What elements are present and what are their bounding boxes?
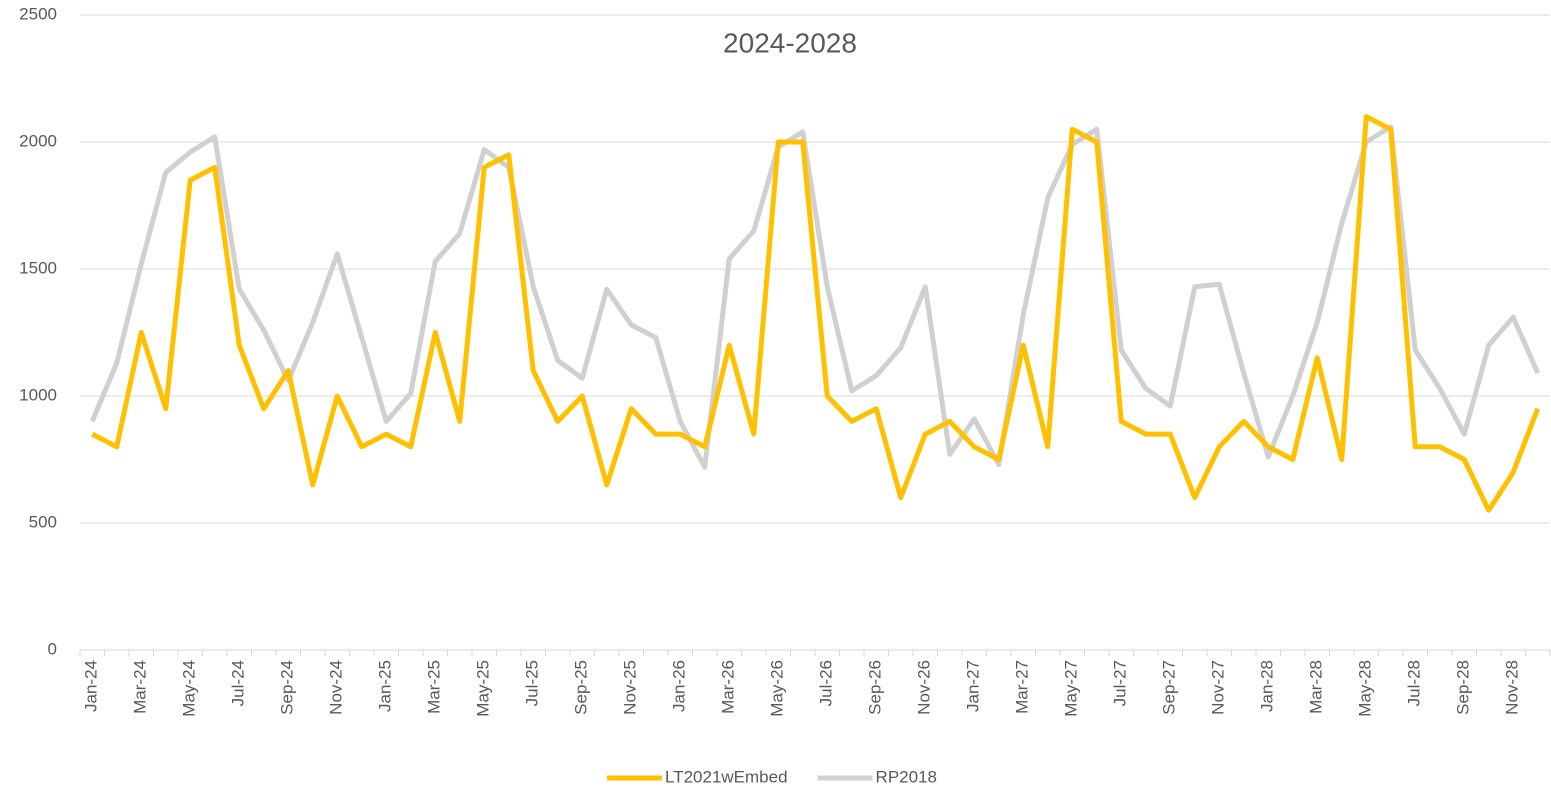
y-tick-label: 2500	[19, 4, 57, 23]
x-tick-label: May-25	[474, 660, 493, 717]
x-tick-label: Jul-27	[1111, 660, 1130, 706]
x-tick-label: Jan-26	[670, 660, 689, 712]
x-tick-label: Mar-26	[719, 660, 738, 714]
x-tick-label: Sep-27	[1160, 660, 1179, 715]
y-tick-label: 1500	[19, 258, 57, 277]
x-tick-label: Sep-26	[866, 660, 885, 715]
x-tick-label: Mar-27	[1013, 660, 1032, 714]
x-tick-label: Nov-28	[1503, 660, 1522, 715]
x-tick-label: Nov-25	[621, 660, 640, 715]
legend-label: LT2021wEmbed	[665, 767, 788, 786]
y-tick-label: 2000	[19, 131, 57, 150]
x-tick-label: Sep-25	[572, 660, 591, 715]
x-tick-label: Sep-24	[278, 660, 297, 715]
x-tick-label: Sep-28	[1454, 660, 1473, 715]
legend-label: RP2018	[876, 767, 937, 786]
x-tick-label: Jul-25	[523, 660, 542, 706]
x-tick-label: Nov-27	[1209, 660, 1228, 715]
chart-title: 2024-2028	[723, 27, 857, 58]
series-line	[91, 114, 1541, 513]
x-tick-label: Nov-24	[327, 660, 346, 715]
x-tick-label: Jul-24	[229, 660, 248, 706]
x-tick-label: Mar-28	[1307, 660, 1326, 714]
y-tick-label: 500	[29, 512, 57, 531]
series-line	[89, 124, 1541, 470]
x-tick-label: Jan-28	[1258, 660, 1277, 712]
x-tick-label: May-27	[1062, 660, 1081, 717]
x-tick-label: Mar-25	[425, 660, 444, 714]
x-tick-label: May-26	[768, 660, 787, 717]
x-tick-label: Nov-26	[915, 660, 934, 715]
y-tick-label: 0	[48, 639, 57, 658]
x-tick-label: Jan-27	[964, 660, 983, 712]
y-tick-label: 1000	[19, 385, 57, 404]
x-tick-label: Mar-24	[131, 660, 150, 714]
x-tick-label: Jul-26	[817, 660, 836, 706]
x-tick-label: Jan-24	[82, 660, 101, 712]
x-tick-label: Jul-28	[1405, 660, 1424, 706]
x-tick-label: May-24	[180, 660, 199, 717]
x-tick-label: May-28	[1356, 660, 1375, 717]
x-tick-label: Jan-25	[376, 660, 395, 712]
